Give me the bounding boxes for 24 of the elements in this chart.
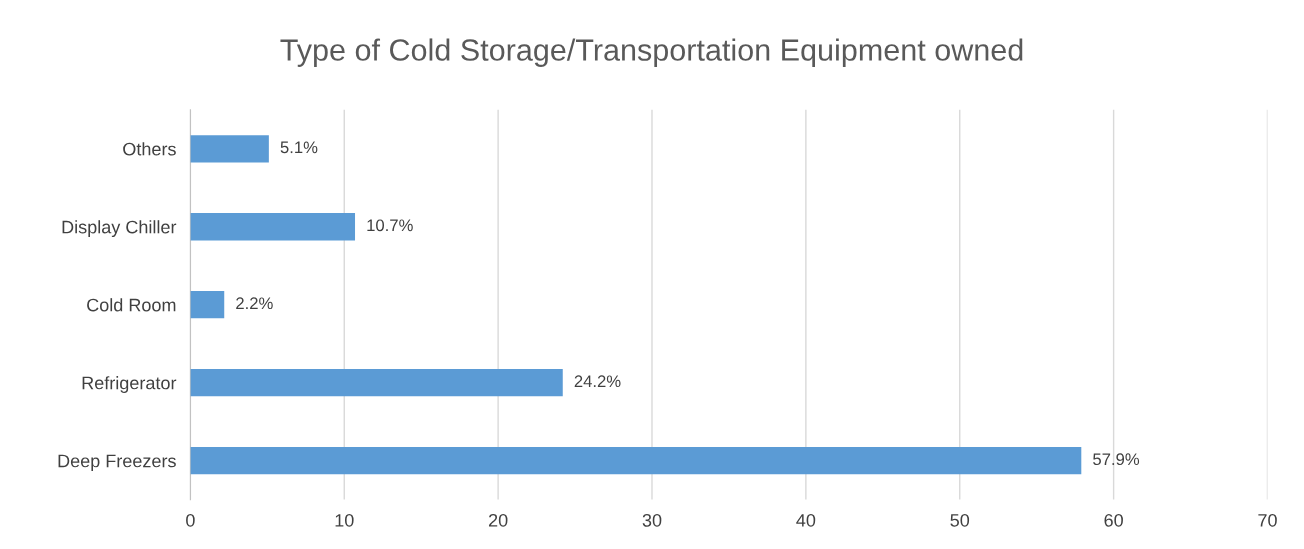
x-tick-label: 0 (186, 513, 195, 527)
x-tick-label: 20 (489, 513, 508, 527)
bar (190, 446, 1082, 475)
bar (190, 369, 563, 397)
data-label: 2.2% (236, 297, 273, 310)
bar (190, 135, 269, 163)
data-label: 10.7% (367, 219, 413, 232)
data-label: 24.2% (574, 375, 621, 388)
x-tick-label: 30 (642, 513, 662, 527)
y-tick-label: Display Chiller (62, 220, 177, 238)
x-tick-label: 60 (1104, 513, 1123, 527)
x-tick-label: 70 (1258, 513, 1277, 527)
y-tick-label: Refrigerator (82, 376, 177, 393)
x-tick-label: 40 (796, 513, 816, 527)
x-tick-label: 10 (335, 513, 354, 527)
y-tick-label: Others (123, 142, 176, 156)
data-label: 5.1% (280, 141, 318, 154)
chart-title: Type of Cold Storage/Transportation Equipment owned (280, 38, 1023, 67)
bar (190, 213, 356, 241)
data-label: 57.9% (1093, 453, 1140, 466)
x-tick-label: 50 (950, 513, 970, 527)
y-tick-label: Cold Room (87, 298, 176, 312)
y-tick-label: Deep Freezers (58, 454, 176, 471)
bar (190, 291, 225, 319)
